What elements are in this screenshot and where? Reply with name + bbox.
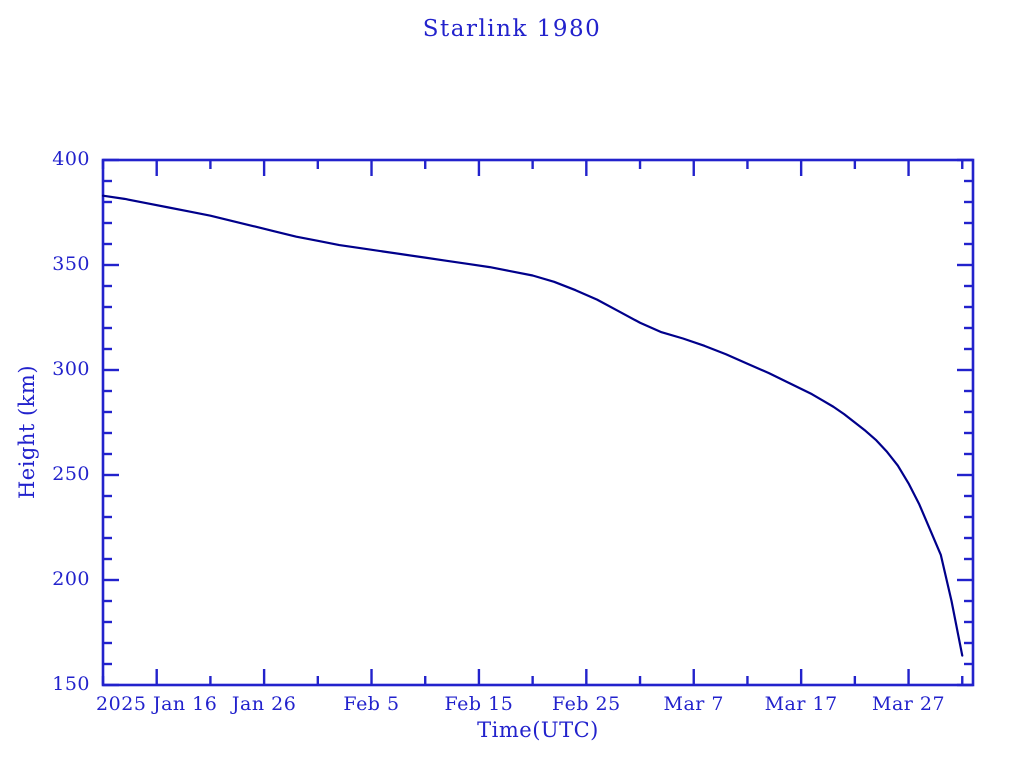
x-tick-label: Mar 7 xyxy=(663,693,724,715)
y-tick-label: 250 xyxy=(52,463,90,485)
plot-frame xyxy=(101,158,975,687)
x-tick-label: Feb 5 xyxy=(343,693,400,715)
x-tick-label: Jan 26 xyxy=(231,693,297,715)
data-series xyxy=(101,194,964,657)
y-tick-label: 150 xyxy=(52,673,90,695)
y-tick-label: 300 xyxy=(52,358,90,380)
y-tick-label: 350 xyxy=(52,253,90,275)
y-tick-label: 200 xyxy=(52,568,90,590)
axis-ticks xyxy=(101,158,973,687)
height-line xyxy=(101,194,964,657)
x-tick-label: Mar 17 xyxy=(764,693,838,715)
y-tick-label: 400 xyxy=(52,148,90,170)
x-tick-label: Mar 27 xyxy=(872,693,946,715)
axes-frame xyxy=(101,158,975,687)
chart-title: Starlink 1980 xyxy=(422,16,602,42)
x-tick-label: 2025 Jan 16 xyxy=(96,693,218,715)
x-tick-label: Feb 15 xyxy=(444,693,514,715)
x-axis-title: Time(UTC) xyxy=(477,718,599,742)
x-tick-label: Feb 25 xyxy=(551,693,621,715)
